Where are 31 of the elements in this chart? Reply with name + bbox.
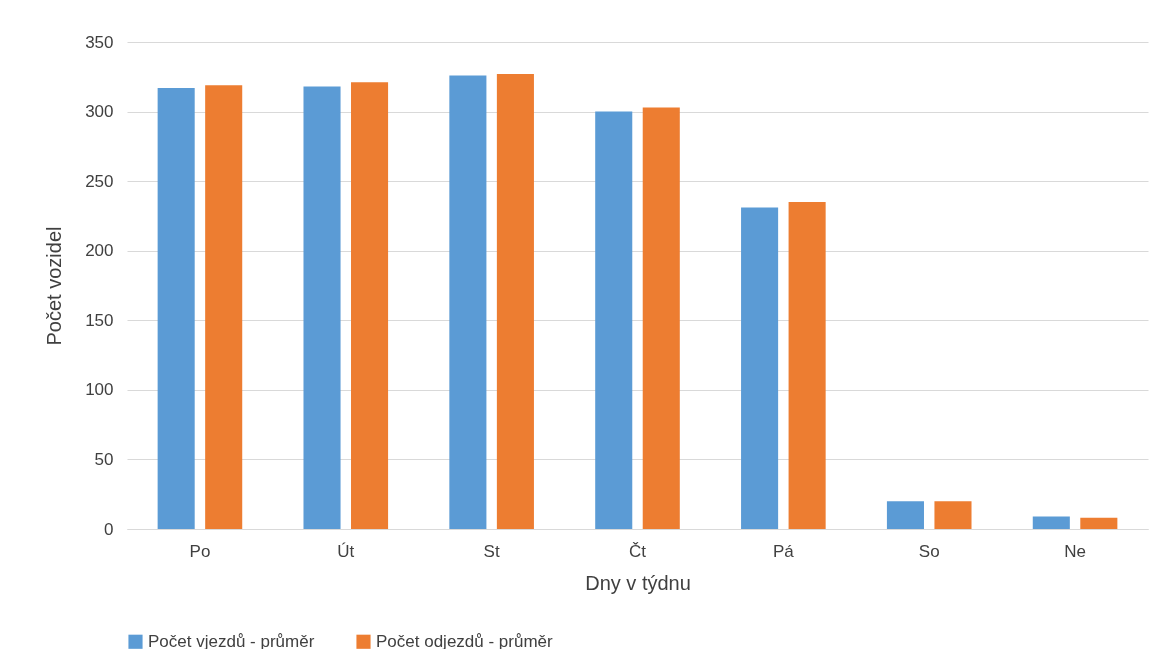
bar [157, 87, 195, 529]
x-tick-label: Po [189, 541, 211, 561]
y-tick-label: 300 [85, 102, 114, 122]
x-tick-label: So [918, 541, 940, 561]
y-tick-label: 250 [85, 171, 114, 191]
bar [886, 501, 924, 529]
bar [205, 85, 243, 529]
bar [449, 75, 487, 529]
x-tick-label: Út [337, 541, 355, 561]
bar [1080, 517, 1118, 529]
y-tick-label: 0 [104, 519, 114, 539]
x-tick-label: Pá [772, 541, 795, 561]
y-tick-label: 100 [85, 380, 114, 400]
y-axis-title: Počet vozidel [43, 226, 66, 346]
x-axis-title: Dny v týdnu [585, 571, 691, 594]
x-tick-label: St [483, 541, 500, 561]
y-tick-label: 50 [94, 449, 114, 469]
bar [351, 82, 389, 529]
bar [934, 501, 972, 529]
x-tick-label: Čt [629, 541, 647, 561]
bar [1032, 516, 1070, 529]
bar [595, 111, 633, 529]
bar [788, 202, 826, 529]
bar [642, 107, 680, 529]
bar [741, 207, 779, 529]
y-tick-label: 200 [85, 241, 114, 261]
bar [303, 86, 341, 529]
y-tick-label: 350 [85, 32, 114, 52]
bar [496, 74, 534, 529]
y-tick-label: 150 [85, 310, 114, 330]
x-tick-label: Ne [1064, 541, 1086, 561]
